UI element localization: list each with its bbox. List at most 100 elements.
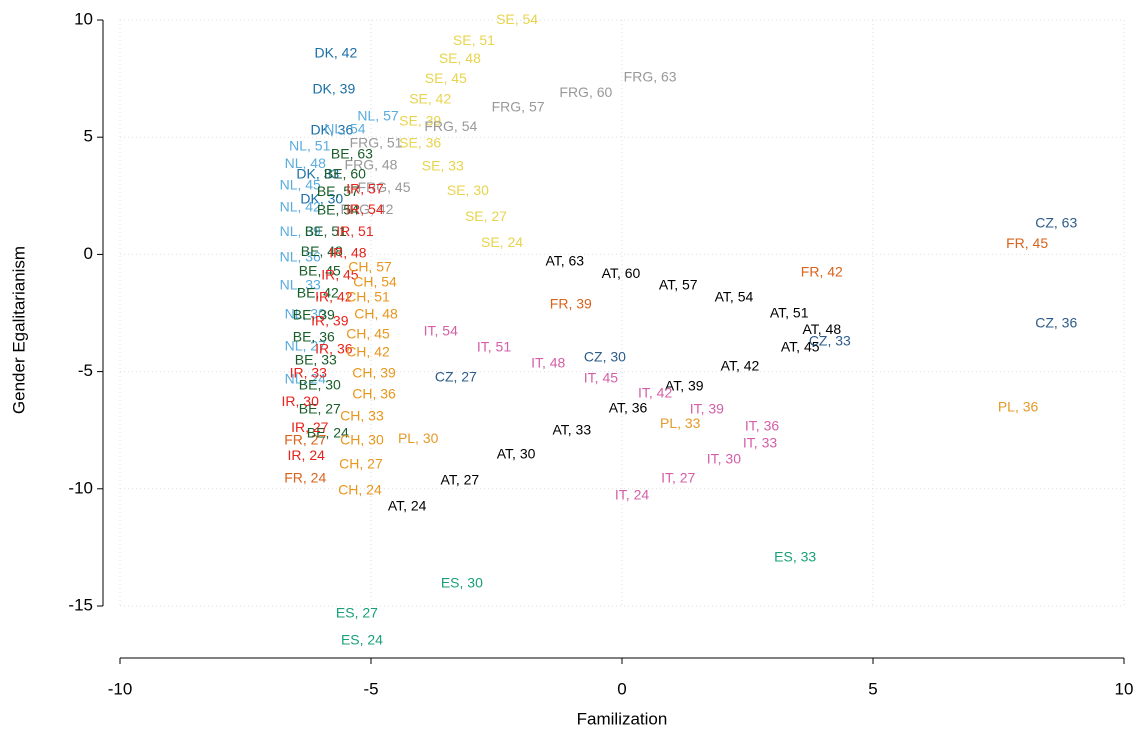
point-label: FR, 42 xyxy=(801,264,843,280)
point-label: IR, 54 xyxy=(346,201,384,217)
point-label: AT, 30 xyxy=(497,446,536,462)
x-tick-label: -10 xyxy=(108,679,133,698)
y-tick-label: 0 xyxy=(84,244,93,263)
point-label: IT, 30 xyxy=(707,451,741,467)
point-label: BE, 42 xyxy=(297,285,339,301)
point-label: CH, 48 xyxy=(354,306,398,322)
point-label: SE, 48 xyxy=(439,50,481,66)
point-label: IR, 39 xyxy=(311,313,349,329)
point-label: FRG, 60 xyxy=(559,84,612,100)
point-label: NL, 36 xyxy=(280,249,321,265)
point-label: AT, 48 xyxy=(802,321,841,337)
x-tick-label: -5 xyxy=(363,679,378,698)
point-label: FRG, 42 xyxy=(341,201,394,217)
point-label: AT, 63 xyxy=(545,253,584,269)
point-label: NL, 24 xyxy=(285,371,326,387)
point-label: SE, 24 xyxy=(481,234,523,250)
point-label: BE, 45 xyxy=(299,263,341,279)
point-label: AT, 24 xyxy=(388,498,427,514)
point-label: DK, 30 xyxy=(300,190,343,206)
point-label: NL, 51 xyxy=(289,138,330,154)
point-label: AT, 51 xyxy=(770,305,809,321)
point-label: CH, 57 xyxy=(348,259,392,275)
point-label: CH, 45 xyxy=(346,326,390,342)
point-label: BE, 30 xyxy=(299,377,341,393)
y-axis-title: Gender Egalitarianism xyxy=(9,246,28,414)
point-label: NL, 48 xyxy=(285,155,326,171)
point-label: SE, 42 xyxy=(409,91,451,107)
point-label: CZ, 30 xyxy=(584,348,626,364)
point-label: CH, 39 xyxy=(352,365,396,381)
point-label: IT, 45 xyxy=(584,370,618,386)
point-label: DK, 39 xyxy=(312,81,355,97)
x-tick-label: 10 xyxy=(1115,679,1134,698)
point-label: IR, 24 xyxy=(288,447,326,463)
point-label: CH, 27 xyxy=(339,456,383,472)
point-label: BE, 48 xyxy=(301,243,343,259)
point-label: BE, 39 xyxy=(293,307,335,323)
point-label: IR, 48 xyxy=(329,245,367,261)
x-tick-label: 5 xyxy=(868,679,877,698)
point-label: AT, 27 xyxy=(441,472,480,488)
point-label: IT, 36 xyxy=(745,418,779,434)
point-label: FRG, 51 xyxy=(350,135,403,151)
point-label: AT, 33 xyxy=(552,422,591,438)
point-label: BE, 27 xyxy=(299,401,341,417)
point-label: AT, 60 xyxy=(602,265,641,281)
point-label: IR, 42 xyxy=(315,289,353,305)
point-label: AT, 39 xyxy=(665,378,704,394)
point-label: BE, 24 xyxy=(307,425,349,441)
point-label: DK, 42 xyxy=(314,45,357,61)
y-tick-label: -5 xyxy=(78,361,93,380)
y-tick-label: 5 xyxy=(84,127,93,146)
x-tick-label: 0 xyxy=(617,679,626,698)
y-tick-label: -15 xyxy=(68,595,93,614)
y-tick-label: -10 xyxy=(68,478,93,497)
point-label: SE, 27 xyxy=(465,208,507,224)
point-label: FR, 45 xyxy=(1006,235,1048,251)
point-label: FRG, 57 xyxy=(492,99,545,115)
point-label: IR, 27 xyxy=(291,419,329,435)
point-label: FRG, 45 xyxy=(358,179,411,195)
point-label: SE, 36 xyxy=(399,135,441,151)
point-label: DK, 33 xyxy=(296,166,339,182)
point-label: CZ, 63 xyxy=(1035,215,1077,231)
point-label: IR, 30 xyxy=(282,393,320,409)
point-label: BE, 33 xyxy=(295,352,337,368)
point-label: FRG, 48 xyxy=(345,157,398,173)
point-label: CH, 36 xyxy=(352,386,396,402)
point-label: NL, 39 xyxy=(280,223,321,239)
point-label: NL, 45 xyxy=(280,177,321,193)
point-label: BE, 63 xyxy=(331,146,373,162)
point-label: IR, 33 xyxy=(290,365,328,381)
point-label: SE, 30 xyxy=(447,182,489,198)
point-label: IT, 51 xyxy=(477,339,511,355)
point-label: IT, 24 xyxy=(615,487,649,503)
point-label: SE, 45 xyxy=(425,70,467,86)
point-label: CH, 30 xyxy=(340,432,384,448)
point-label: NL, 30 xyxy=(285,306,326,322)
y-tick-label: 10 xyxy=(74,9,93,28)
point-label: CH, 24 xyxy=(338,482,382,498)
point-label: NL, 33 xyxy=(280,277,321,293)
point-label: ES, 24 xyxy=(341,632,383,648)
point-label: SE, 39 xyxy=(399,113,441,129)
point-label: FR, 24 xyxy=(284,470,326,486)
point-label: CZ, 27 xyxy=(435,369,477,385)
point-label: BE, 51 xyxy=(305,223,347,239)
point-label: ES, 30 xyxy=(441,575,483,591)
point-label: NL, 54 xyxy=(324,121,365,137)
point-label: AT, 45 xyxy=(781,339,820,355)
point-label: IR, 51 xyxy=(336,223,374,239)
point-label: IT, 42 xyxy=(638,385,672,401)
point-label: ES, 33 xyxy=(774,549,816,565)
point-label: IT, 39 xyxy=(690,401,724,417)
point-label: ES, 27 xyxy=(336,605,378,621)
point-label: AT, 36 xyxy=(609,400,648,416)
point-label: IR, 36 xyxy=(315,341,353,357)
point-label: IR, 45 xyxy=(321,267,359,283)
point-label: AT, 54 xyxy=(715,289,754,305)
point-label: FR, 39 xyxy=(550,295,592,311)
point-label: SE, 33 xyxy=(422,158,464,174)
point-label: NL, 27 xyxy=(285,337,326,353)
